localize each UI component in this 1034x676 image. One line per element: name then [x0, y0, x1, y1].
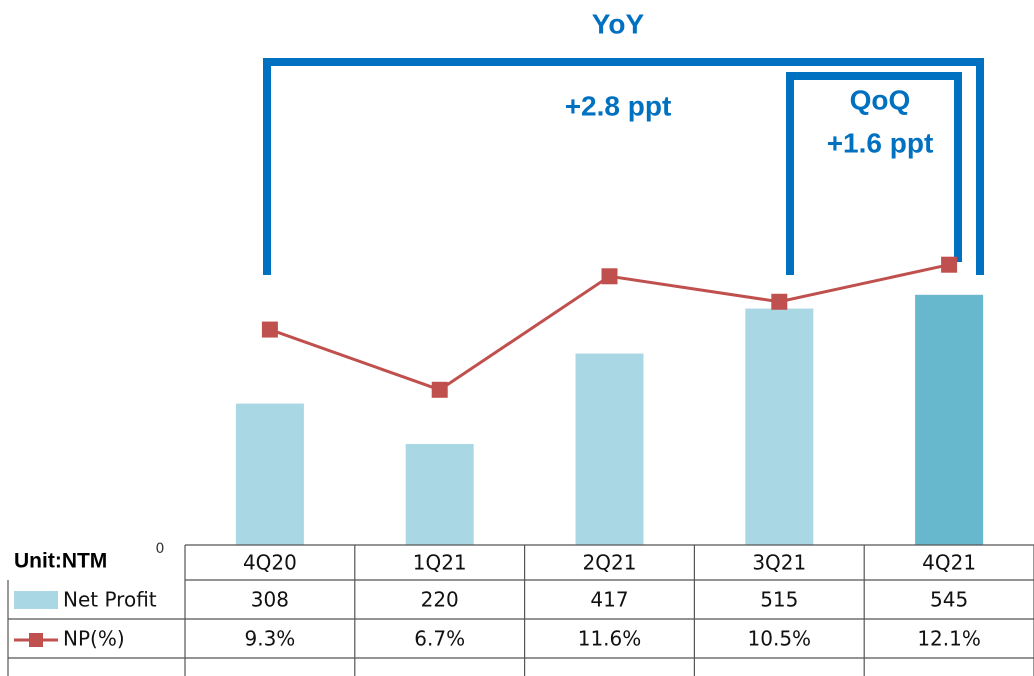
unit-label: Unit:NTM: [14, 550, 107, 573]
table-value: 545: [930, 588, 968, 612]
bar: [235, 403, 304, 545]
legend-swatch: [14, 591, 58, 609]
np-marker: [261, 321, 278, 338]
table-value: 11.6%: [578, 627, 642, 651]
y-tick-label: 0: [156, 541, 165, 557]
x-tick-label: 4Q21: [922, 551, 976, 575]
bar: [575, 353, 644, 545]
table-value: 12.1%: [917, 627, 981, 651]
yoy-bracket: [263, 58, 984, 275]
legend-label: NP(%): [63, 627, 125, 651]
legend-marker: [29, 633, 43, 647]
x-tick-label: 4Q20: [243, 551, 297, 575]
legend-label: Net Profit: [63, 588, 157, 612]
x-tick-label: 2Q21: [583, 551, 637, 575]
bar: [915, 294, 984, 545]
table-value: 220: [421, 588, 459, 612]
bar: [405, 444, 474, 545]
table-value: 308: [251, 588, 289, 612]
np-marker: [941, 256, 958, 273]
table-value: 6.7%: [414, 627, 465, 651]
bar: [745, 308, 814, 545]
x-tick-label: 3Q21: [752, 551, 806, 575]
table-value: 515: [760, 588, 798, 612]
x-tick-label: 1Q21: [413, 551, 467, 575]
qoq-label: QoQ: [850, 84, 911, 115]
table-value: 10.5%: [748, 627, 812, 651]
yoy-label: YoY: [592, 8, 645, 39]
table-value: 9.3%: [244, 627, 295, 651]
qoq-change: +1.6 ppt: [827, 127, 934, 158]
yoy-change: +2.8 ppt: [565, 90, 672, 121]
table-value: 417: [590, 588, 628, 612]
np-marker: [601, 268, 618, 285]
np-marker: [431, 381, 448, 398]
qoq-bracket: [786, 72, 962, 275]
np-marker: [771, 293, 788, 310]
